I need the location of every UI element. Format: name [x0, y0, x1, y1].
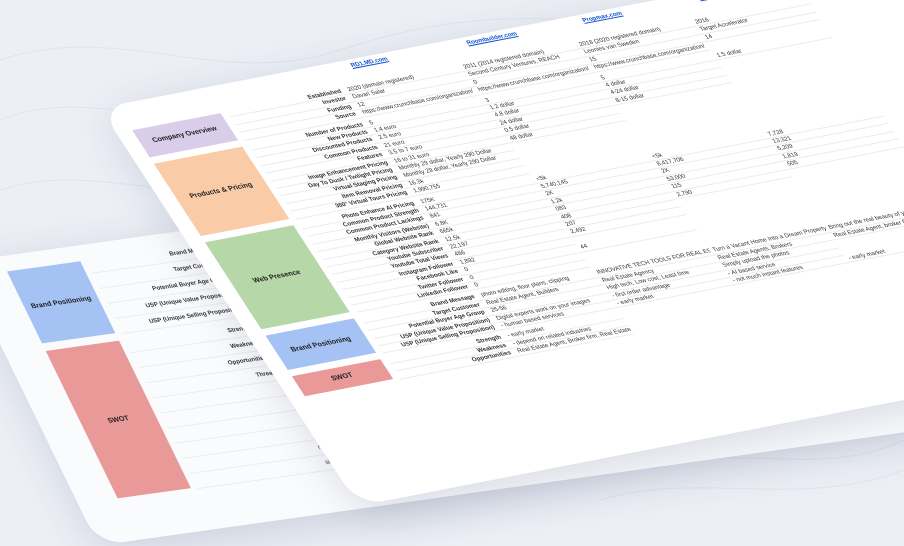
- column-link: RD1.MD.com: [349, 56, 390, 69]
- column-link: Propmax.com: [581, 10, 624, 24]
- column-link: vs1X.com: [697, 0, 728, 1]
- data-cell: - early market: [843, 233, 904, 264]
